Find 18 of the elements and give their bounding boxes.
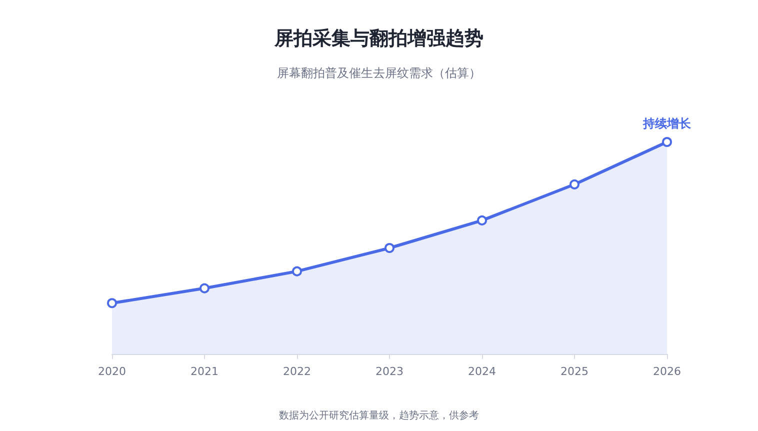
chart-subtitle: 屏幕翻拍普及催生去屏纹需求（估算） bbox=[277, 66, 481, 80]
x-tick-label: 2023 bbox=[376, 365, 404, 378]
text: 数据为公开研究估算量级，趋势示意，供参考 bbox=[279, 410, 479, 422]
x-tick-label: 2022 bbox=[283, 365, 311, 378]
x-tick-label: 2026 bbox=[653, 365, 681, 378]
x-tick-label: 2024 bbox=[468, 365, 496, 378]
annotation: 持续增长 bbox=[642, 116, 692, 130]
x-tick-label: 2021 bbox=[190, 365, 218, 378]
point bbox=[384, 243, 394, 253]
point bbox=[570, 179, 580, 190]
point bbox=[477, 215, 487, 226]
chart-title: 屏拍采集与翻拍增强趋势 bbox=[274, 28, 484, 50]
x-tick-label: 2020 bbox=[98, 365, 126, 378]
point bbox=[292, 266, 302, 276]
x-tick-label: 2025 bbox=[560, 365, 588, 378]
point bbox=[107, 298, 117, 308]
point bbox=[662, 137, 672, 147]
point bbox=[200, 283, 210, 294]
